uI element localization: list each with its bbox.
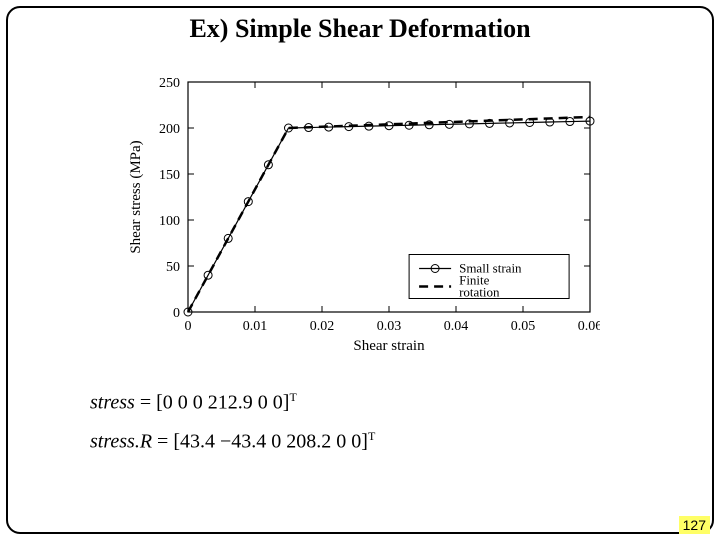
svg-text:0.03: 0.03 [377,319,402,334]
svg-text:0: 0 [185,319,192,334]
eq2-values: = [43.4 −43.4 0 208.2 0 0] [152,430,368,452]
equation-stress: stress = [0 0 0 212.9 0 0]T [90,390,630,415]
page-number: 127 [679,516,710,534]
svg-text:0.05: 0.05 [511,319,536,334]
eq1-sup: T [289,390,296,404]
shear-chart: 0 0.01 0.02 0.03 0.04 0.05 0.06 0 50 100 150 200 250… [120,72,600,362]
svg-text:0.01: 0.01 [243,319,268,334]
equations-block: stress = [0 0 0 212.9 0 0]T stress.R = [… [90,390,630,467]
eq1-label: stress [90,392,135,414]
eq2-sup: T [368,429,375,443]
slide-title: Ex) Simple Shear Deformation [0,14,720,44]
svg-text:0.04: 0.04 [444,319,469,334]
svg-text:rotation: rotation [459,285,500,300]
chart-svg: 0 0.01 0.02 0.03 0.04 0.05 0.06 0 50 100 150 200 250… [120,72,600,362]
svg-text:50: 50 [166,260,180,275]
eq1-values: = [0 0 0 212.9 0 0] [135,392,290,414]
equation-stressR: stress.R = [43.4 −43.4 0 208.2 0 0]T [90,429,630,454]
svg-text:150: 150 [159,168,180,183]
svg-text:100: 100 [159,214,180,229]
eq2-label: stress.R [90,430,152,452]
svg-text:0.02: 0.02 [310,319,335,334]
svg-text:Shear stress (MPa): Shear stress (MPa) [128,140,144,253]
svg-text:0: 0 [173,306,180,321]
svg-text:250: 250 [159,76,180,91]
svg-text:200: 200 [159,122,180,137]
svg-text:Shear strain: Shear strain [353,338,425,354]
svg-text:0.06: 0.06 [578,319,600,334]
